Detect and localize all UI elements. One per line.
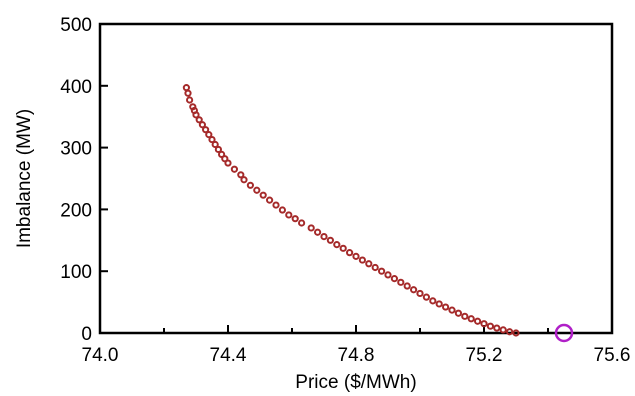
data-point (259, 191, 267, 199)
data-point (486, 322, 494, 330)
data-point (278, 206, 286, 214)
y-tick-label: 200 (60, 200, 92, 221)
data-point (448, 306, 456, 314)
data-point (435, 300, 443, 308)
data-point (211, 140, 219, 149)
data-point (326, 236, 334, 244)
data-point (352, 252, 360, 260)
data-point (184, 89, 192, 97)
data-point (266, 196, 274, 204)
plot-area (98, 22, 614, 335)
x-tick-label: 74.4 (210, 345, 247, 366)
y-tick-label: 400 (60, 77, 92, 98)
data-point (182, 84, 190, 92)
data-point (339, 244, 347, 252)
data-point (365, 260, 373, 268)
data-point (186, 96, 194, 104)
y-axis-title: Imbalance (MW) (14, 109, 35, 248)
data-point (224, 159, 232, 167)
data-point (218, 150, 226, 158)
data-point (454, 309, 462, 317)
data-point (198, 121, 206, 129)
data-point (358, 256, 366, 264)
data-point (320, 232, 328, 241)
data-point (246, 181, 254, 189)
data-point (240, 176, 248, 184)
data-point (230, 165, 238, 173)
data-point (512, 329, 520, 337)
data-points (182, 84, 520, 337)
x-axis-title: Price ($/MWh) (295, 372, 416, 393)
data-point (461, 312, 469, 320)
data-point (314, 228, 322, 236)
data-point (237, 171, 245, 179)
data-point (205, 131, 213, 139)
data-point (272, 201, 280, 209)
y-axis-ticks: 0 100 200 300 400 500 (60, 15, 108, 345)
data-point (298, 219, 306, 227)
data-point (371, 263, 379, 272)
data-point (208, 135, 216, 144)
data-point (346, 249, 354, 257)
data-point (403, 282, 411, 290)
data-point (378, 267, 386, 275)
data-point (506, 328, 514, 336)
data-point (202, 126, 210, 134)
x-tick-label: 75.2 (466, 345, 503, 366)
data-point (442, 303, 450, 311)
data-point (253, 186, 261, 194)
data-point (195, 116, 203, 124)
y-tick-label: 100 (60, 262, 92, 283)
data-point (493, 324, 501, 332)
marker-layer (554, 323, 574, 343)
data-point (192, 111, 200, 119)
y-tick-label: 300 (60, 139, 92, 160)
x-axis-ticks: 74.0 74.4 74.8 75.2 75.6 (82, 325, 631, 366)
data-point (333, 241, 341, 249)
data-point (422, 293, 430, 301)
data-point (429, 297, 437, 305)
data-point (410, 286, 418, 294)
data-point (221, 155, 229, 163)
y-tick-label: 500 (60, 15, 92, 36)
y-tick-label: 0 (81, 324, 92, 345)
data-point (416, 289, 424, 298)
plot-frame (98, 22, 614, 335)
x-tick-label: 74.8 (338, 345, 375, 366)
data-point (397, 278, 405, 286)
data-point (307, 224, 315, 232)
data-point (480, 320, 488, 328)
data-point (474, 317, 482, 325)
data-point (214, 145, 222, 154)
x-tick-label: 75.6 (594, 345, 631, 366)
data-point (390, 275, 398, 283)
data-point (467, 315, 475, 323)
data-point (499, 326, 507, 334)
data-point (285, 211, 293, 219)
highlight-marker (554, 323, 574, 343)
data-point (384, 271, 392, 279)
data-point (291, 215, 299, 223)
x-tick-label: 74.0 (82, 345, 119, 366)
